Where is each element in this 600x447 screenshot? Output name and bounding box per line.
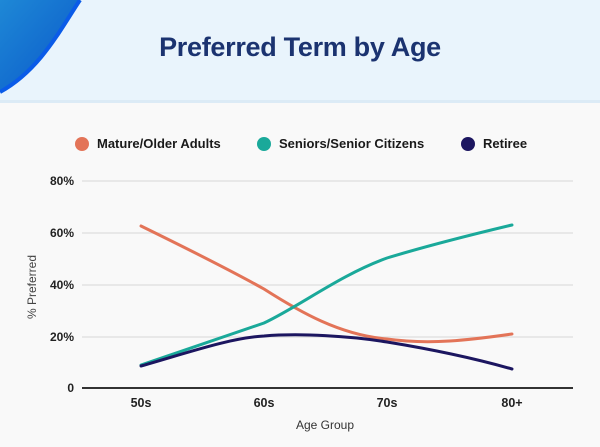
y-tick-40: 40% — [49, 278, 74, 292]
chart-legend: Mature/Older Adults Seniors/Senior Citiz… — [0, 136, 600, 156]
legend-label: Seniors/Senior Citizens — [279, 136, 425, 151]
y-axis-title: % Preferred — [25, 254, 39, 320]
series-line-seniors — [139, 223, 514, 367]
legend-label: Retiree — [483, 136, 528, 151]
mature-dot-icon — [75, 136, 89, 151]
legend-item-mature: Mature/Older Adults — [75, 136, 221, 151]
y-tick-0: 0 — [67, 381, 74, 395]
gridlines — [82, 180, 573, 338]
x-tick-70s: 70s — [376, 396, 398, 410]
y-tick-60: 60% — [49, 226, 74, 240]
legend-item-seniors: Seniors/Senior Citizens — [257, 136, 424, 151]
x-tick-50s: 50s — [130, 396, 152, 410]
x-axis-title: Age Group — [295, 418, 355, 432]
y-tick-80: 80% — [49, 174, 74, 188]
decorative-swoosh-icon — [0, 0, 82, 94]
x-tick-60s: 60s — [253, 396, 275, 410]
seniors-dot-icon — [257, 136, 271, 151]
series-line-retiree — [139, 333, 514, 371]
y-tick-20: 20% — [49, 330, 74, 344]
legend-label: Mature/Older Adults — [97, 136, 221, 151]
x-tick-80plus: 80+ — [501, 396, 523, 410]
series-line-mature — [139, 224, 514, 344]
retiree-dot-icon — [461, 136, 475, 151]
legend-item-retiree: Retiree — [461, 136, 527, 151]
chart-title: Preferred Term by Age — [159, 32, 441, 62]
header-banner: Preferred Term by Age — [0, 0, 600, 103]
